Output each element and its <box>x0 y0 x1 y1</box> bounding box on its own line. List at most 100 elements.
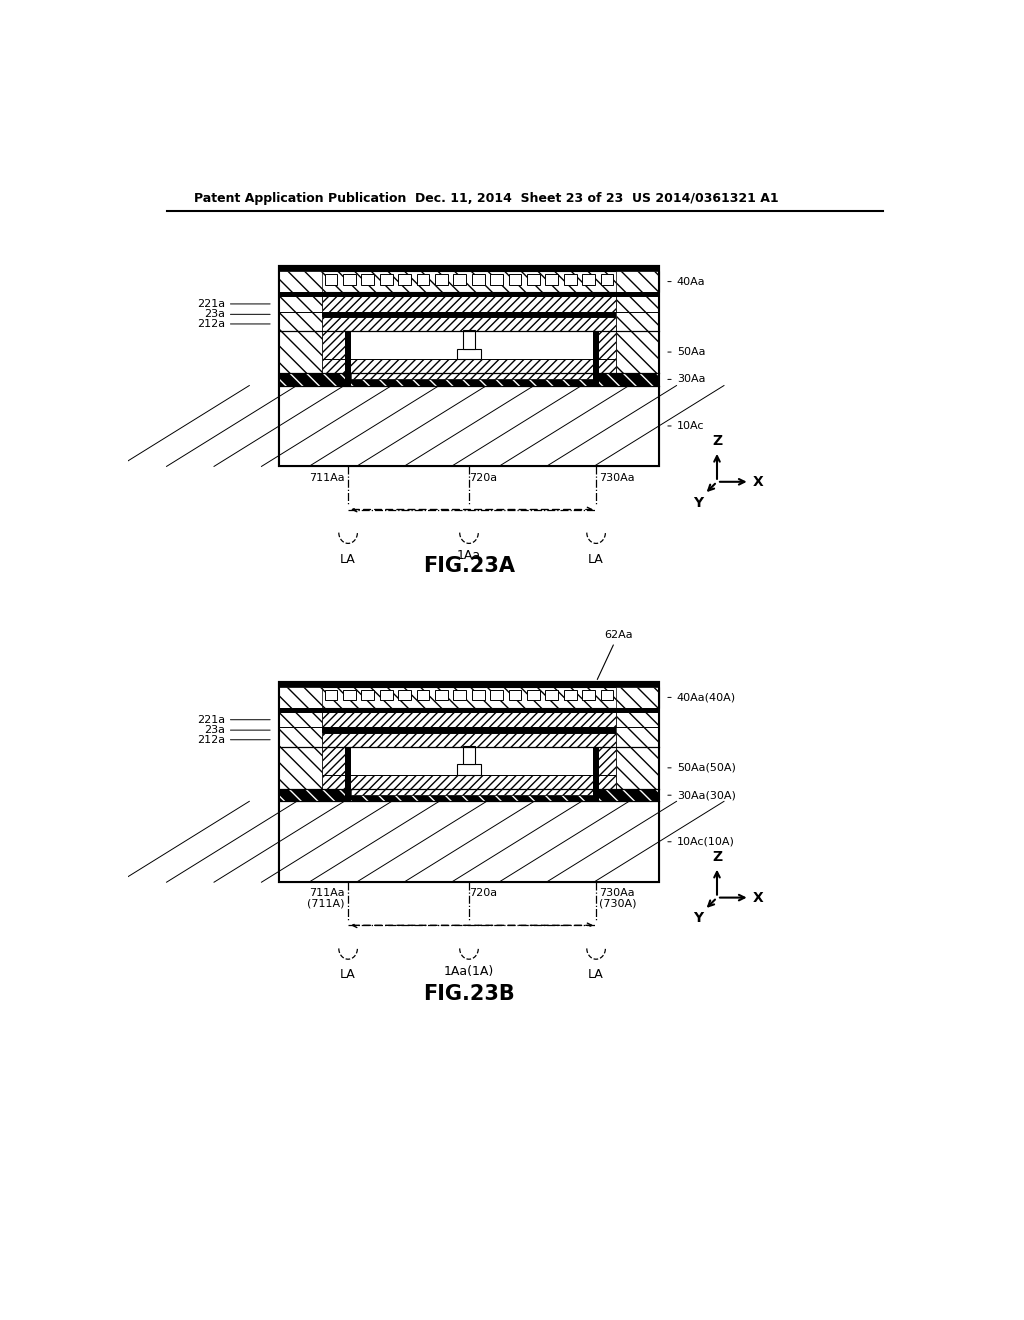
Bar <box>361 275 374 285</box>
Text: (730A): (730A) <box>599 899 637 908</box>
Bar <box>398 275 411 285</box>
Text: 23a: 23a <box>204 725 270 735</box>
Bar <box>454 275 466 285</box>
Bar <box>564 689 577 701</box>
Bar <box>351 789 593 795</box>
Bar <box>593 374 599 385</box>
Bar <box>280 267 658 466</box>
Bar <box>280 374 658 385</box>
Text: Z: Z <box>712 850 722 863</box>
Bar <box>280 293 322 296</box>
Bar <box>454 689 466 701</box>
Bar <box>509 275 521 285</box>
Bar <box>616 711 658 747</box>
Bar <box>345 374 351 385</box>
Text: FIG.23B: FIG.23B <box>423 983 515 1003</box>
Text: 1Aa: 1Aa <box>457 549 481 562</box>
Text: 221a: 221a <box>197 298 270 309</box>
Text: 221a: 221a <box>197 714 270 725</box>
Bar <box>345 331 351 374</box>
Bar <box>458 764 480 775</box>
Bar <box>343 689 355 701</box>
Text: 730Aa: 730Aa <box>599 473 635 483</box>
Bar <box>463 746 475 764</box>
Bar <box>616 293 658 296</box>
Bar <box>280 682 658 686</box>
Text: X: X <box>753 891 764 904</box>
Bar <box>322 293 616 296</box>
Bar <box>616 296 658 331</box>
Text: LA: LA <box>340 553 356 566</box>
Bar <box>280 267 658 271</box>
Bar <box>322 317 616 331</box>
Bar <box>417 689 429 701</box>
Bar <box>564 275 577 285</box>
Bar <box>458 348 480 359</box>
Bar <box>325 275 337 285</box>
Bar <box>322 708 616 711</box>
Bar <box>280 374 658 385</box>
Text: LA: LA <box>588 553 604 566</box>
Bar <box>351 374 593 379</box>
Text: 1Aa(1A): 1Aa(1A) <box>443 965 495 978</box>
Bar <box>351 374 593 379</box>
Text: 62Aa: 62Aa <box>597 630 633 680</box>
Text: 50Aa: 50Aa <box>668 347 706 356</box>
Bar <box>322 359 616 374</box>
Text: Z: Z <box>712 434 722 447</box>
Text: Dec. 11, 2014  Sheet 23 of 23: Dec. 11, 2014 Sheet 23 of 23 <box>415 191 623 205</box>
Bar <box>417 275 429 285</box>
Bar <box>472 275 484 285</box>
Bar <box>280 331 322 374</box>
Bar <box>280 711 322 747</box>
Bar <box>280 385 658 466</box>
Bar <box>322 711 616 727</box>
Text: 23a: 23a <box>204 309 270 319</box>
Bar <box>322 747 616 775</box>
Bar <box>616 747 658 789</box>
Bar <box>472 689 484 701</box>
Bar <box>593 331 599 374</box>
Text: 40Aa: 40Aa <box>668 277 706 286</box>
Bar <box>593 789 599 801</box>
Text: US 2014/0361321 A1: US 2014/0361321 A1 <box>632 191 778 205</box>
Bar <box>616 271 658 293</box>
Bar <box>280 801 658 882</box>
Text: Y: Y <box>693 496 703 510</box>
Bar <box>490 689 503 701</box>
Bar <box>583 275 595 285</box>
Bar <box>490 275 503 285</box>
Bar <box>616 331 658 374</box>
Text: FIG.23A: FIG.23A <box>423 557 515 577</box>
Text: X: X <box>753 475 764 488</box>
Bar <box>280 271 658 293</box>
Bar <box>616 686 658 708</box>
Bar <box>509 689 521 701</box>
Text: (711A): (711A) <box>307 899 345 908</box>
Bar <box>343 275 355 285</box>
Text: LA: LA <box>588 969 604 982</box>
Bar <box>463 330 475 348</box>
Text: 711Aa: 711Aa <box>309 888 345 899</box>
Bar <box>546 275 558 285</box>
Text: 720a: 720a <box>469 473 497 483</box>
Text: 30Aa(30A): 30Aa(30A) <box>668 791 735 800</box>
Bar <box>546 689 558 701</box>
Bar <box>280 686 658 708</box>
Bar <box>351 331 593 359</box>
Text: 720a: 720a <box>469 888 497 899</box>
Bar <box>322 727 616 733</box>
Bar <box>380 689 392 701</box>
Bar <box>435 689 447 701</box>
Text: 711Aa: 711Aa <box>309 473 345 483</box>
Text: 212a: 212a <box>197 735 270 744</box>
Bar <box>322 733 616 747</box>
Bar <box>583 689 595 701</box>
Bar <box>280 682 658 882</box>
Bar <box>280 267 658 466</box>
Text: 10Ac: 10Ac <box>668 421 705 430</box>
Bar <box>345 789 351 801</box>
Text: 40Aa(40A): 40Aa(40A) <box>668 693 736 702</box>
Bar <box>527 275 540 285</box>
Bar <box>601 275 613 285</box>
